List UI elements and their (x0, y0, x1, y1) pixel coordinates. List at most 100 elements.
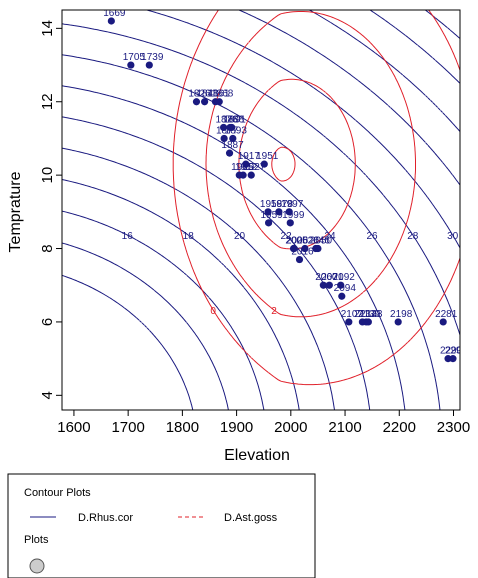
x-axis-title: Elevation (224, 447, 290, 464)
legend-plots-header: Plots (24, 534, 49, 546)
plot-point (449, 355, 457, 363)
plot-point (337, 281, 345, 289)
point-label: 1888 (222, 114, 245, 125)
plot-point (286, 219, 294, 227)
plot-point (228, 123, 236, 132)
point-label: 1959 (260, 210, 283, 221)
plot-point (264, 219, 273, 227)
point-label: 1997 (281, 199, 304, 210)
blue-contour-34 (309, 10, 460, 132)
axes: 1600 1700 1800 1900 2000 2100 2200 230046810121… (39, 20, 470, 436)
plot-point (247, 171, 255, 179)
x-tick-label: 2300 (437, 419, 470, 436)
contour-level-label: 2 (271, 306, 277, 317)
plot-point (264, 208, 272, 216)
red-contour-0 (172, 10, 460, 386)
plot-point (260, 160, 268, 168)
point-label: 1868 (211, 89, 234, 100)
x-tick-label: 2200 (383, 419, 416, 436)
point-label: 2139 (358, 309, 381, 320)
blue-contour-20 (62, 147, 335, 410)
point-label: 1978 (271, 199, 294, 210)
point-label: 2071 (321, 272, 344, 283)
point-label: 1877 (216, 125, 239, 136)
point-label: 2092 (333, 272, 356, 283)
point-label: 1951 (256, 151, 279, 162)
blue-contour-22 (62, 116, 371, 410)
points-layer: 1669170517391826184118611868187618771887… (103, 8, 468, 363)
plot-point (229, 134, 237, 143)
plot-point (201, 98, 209, 106)
contour-level-label: 28 (407, 231, 419, 242)
red-contour-4 (238, 78, 356, 250)
blue-contour-26 (62, 54, 441, 410)
plot-point (192, 98, 201, 106)
legend-label-rhus: D.Rhus.cor (78, 512, 133, 524)
plot-point (295, 255, 304, 264)
blue-contour-32 (238, 10, 460, 186)
contour-level-label: 26 (366, 231, 378, 242)
x-tick-label: 2100 (328, 419, 361, 436)
point-label: 1887 (221, 140, 244, 151)
y-tick-label: 4 (39, 391, 56, 399)
contour-level-label: 18 (183, 231, 195, 242)
legend-label-ast: D.Ast.goss (224, 512, 278, 524)
point-label: 2006 (286, 236, 309, 247)
plot-point (219, 123, 228, 132)
point-label: 2198 (390, 309, 413, 320)
point-label: 2026 (297, 236, 320, 247)
x-tick-label: 1700 (111, 419, 144, 436)
point-label: 1876 (215, 114, 238, 125)
point-label: 2143 (360, 309, 383, 320)
plot-point (439, 318, 447, 326)
point-label: 2094 (334, 283, 357, 294)
plot-point (338, 292, 346, 300)
blue-contour-28 (62, 23, 460, 336)
plot-point (275, 208, 283, 216)
blue-contour-18 (62, 179, 300, 410)
contour-level-label: 16 (122, 231, 134, 242)
blue-contour-14 (62, 242, 229, 410)
plot-point (242, 160, 250, 168)
contour-level-label: 30 (447, 231, 459, 242)
plot-point (325, 281, 333, 289)
contour-level-label: 24 (324, 231, 336, 242)
red-contour-2 (205, 11, 416, 318)
point-label: 1826 (188, 89, 211, 100)
contour-level-label: 0 (210, 306, 216, 317)
x-tick-label: 1900 (220, 419, 253, 436)
point-label: 1893 (225, 125, 248, 136)
x-tick-label: 1800 (166, 419, 199, 436)
plot-point (345, 318, 353, 326)
point-label: 2299 (445, 346, 468, 357)
plot-frame (61, 9, 461, 411)
red-contour-6 (271, 146, 296, 182)
point-label: 2107 (341, 309, 364, 320)
point-label: 1705 (123, 52, 146, 63)
legend-point-symbol (29, 558, 45, 574)
y-axis-title: Temprature (7, 171, 24, 252)
y-tick-label: 6 (39, 318, 56, 326)
y-tick-label: 12 (39, 93, 56, 110)
point-label: 2016 (291, 247, 314, 258)
plot-point (290, 244, 298, 253)
point-label: 1739 (141, 52, 164, 63)
point-label: 2060 (315, 272, 338, 283)
point-label: 1917 (238, 151, 261, 162)
point-label: 1669 (103, 8, 126, 19)
x-tick-label: 2000 (274, 419, 307, 436)
point-label: 2005 (285, 236, 308, 247)
blue-contour-36 (369, 10, 460, 84)
point-label: 2132 (354, 309, 377, 320)
plot-point (220, 134, 228, 143)
contour-labels: 16 18 20 22 24 26 28 30 0 2 (122, 231, 459, 317)
plot-point (394, 318, 402, 326)
contour-level-label: 20 (234, 231, 246, 242)
contour-level-label: 22 (281, 231, 293, 242)
x-tick-label: 1600 (57, 419, 90, 436)
point-label: 1999 (282, 210, 305, 221)
plot-point (145, 61, 153, 69)
y-tick-label: 14 (39, 20, 56, 37)
plot-point (285, 208, 293, 216)
